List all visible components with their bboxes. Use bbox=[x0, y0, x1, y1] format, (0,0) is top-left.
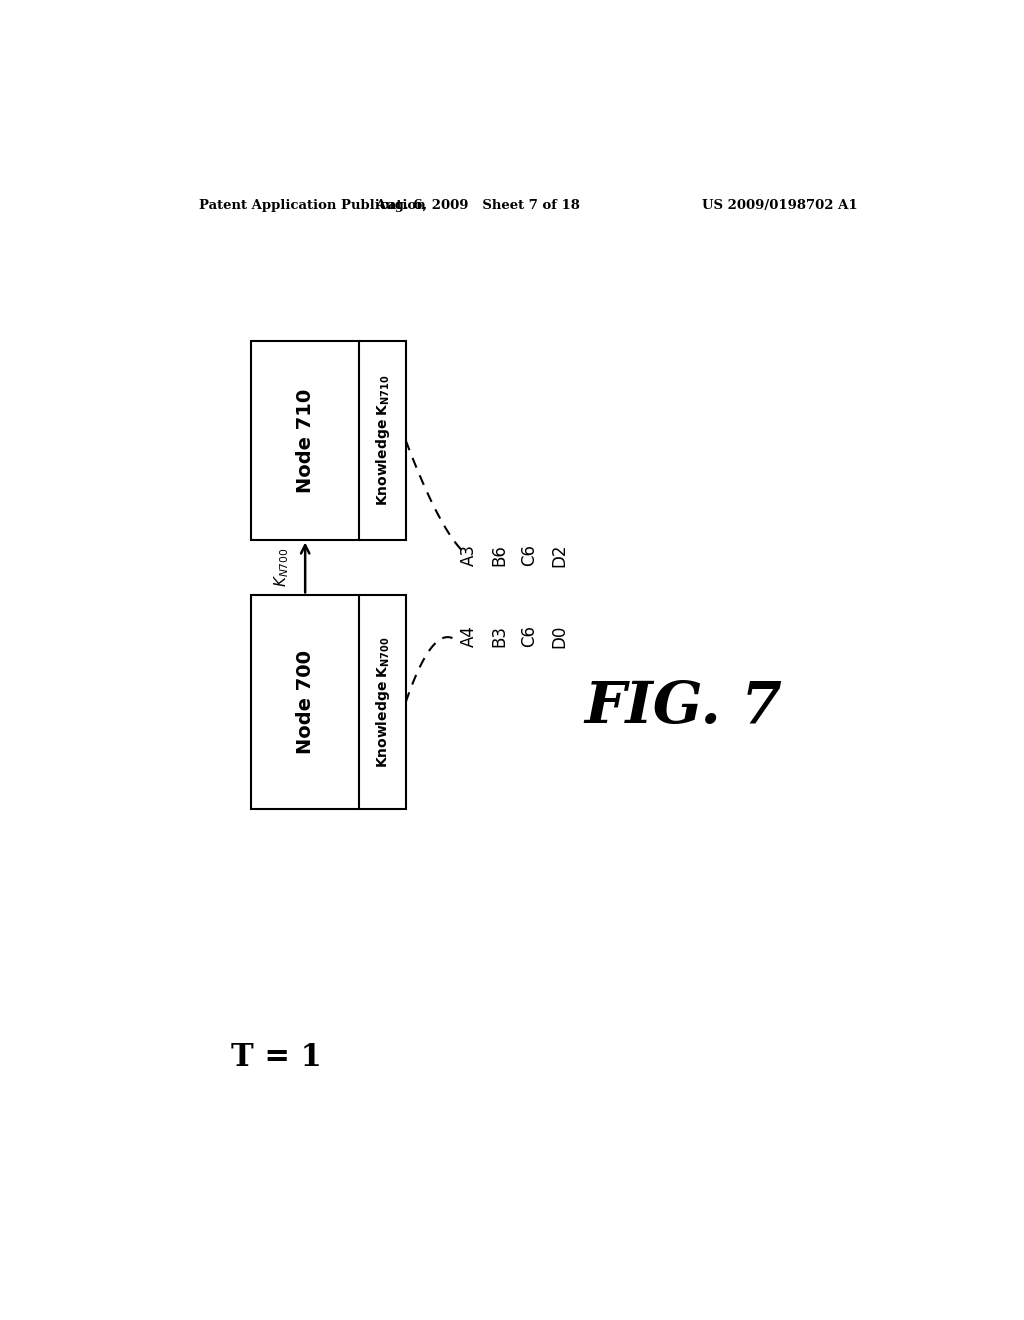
Text: D2: D2 bbox=[551, 543, 568, 566]
Text: D0: D0 bbox=[551, 624, 568, 648]
Text: B3: B3 bbox=[490, 626, 508, 647]
Text: Patent Application Publication: Patent Application Publication bbox=[200, 198, 426, 211]
Bar bbox=[251, 342, 406, 540]
Text: $\mathbf{Knowledge\ K_{N700}}$: $\mathbf{Knowledge\ K_{N700}}$ bbox=[374, 636, 391, 768]
Text: B6: B6 bbox=[490, 544, 508, 566]
Text: Aug. 6, 2009   Sheet 7 of 18: Aug. 6, 2009 Sheet 7 of 18 bbox=[375, 198, 580, 211]
Text: $\mathbf{Knowledge\ K_{N710}}$: $\mathbf{Knowledge\ K_{N710}}$ bbox=[374, 375, 391, 507]
Text: Node 710: Node 710 bbox=[296, 388, 314, 492]
Text: FIG. 7: FIG. 7 bbox=[585, 678, 782, 735]
Text: T = 1: T = 1 bbox=[231, 1043, 322, 1073]
Text: Node 700: Node 700 bbox=[296, 651, 314, 754]
Text: $K_{N700}$: $K_{N700}$ bbox=[272, 548, 291, 587]
Text: A3: A3 bbox=[460, 544, 478, 566]
Bar bbox=[251, 595, 406, 809]
Text: US 2009/0198702 A1: US 2009/0198702 A1 bbox=[702, 198, 858, 211]
Text: C6: C6 bbox=[520, 544, 539, 566]
Text: A4: A4 bbox=[460, 626, 478, 647]
Text: C6: C6 bbox=[520, 626, 539, 647]
